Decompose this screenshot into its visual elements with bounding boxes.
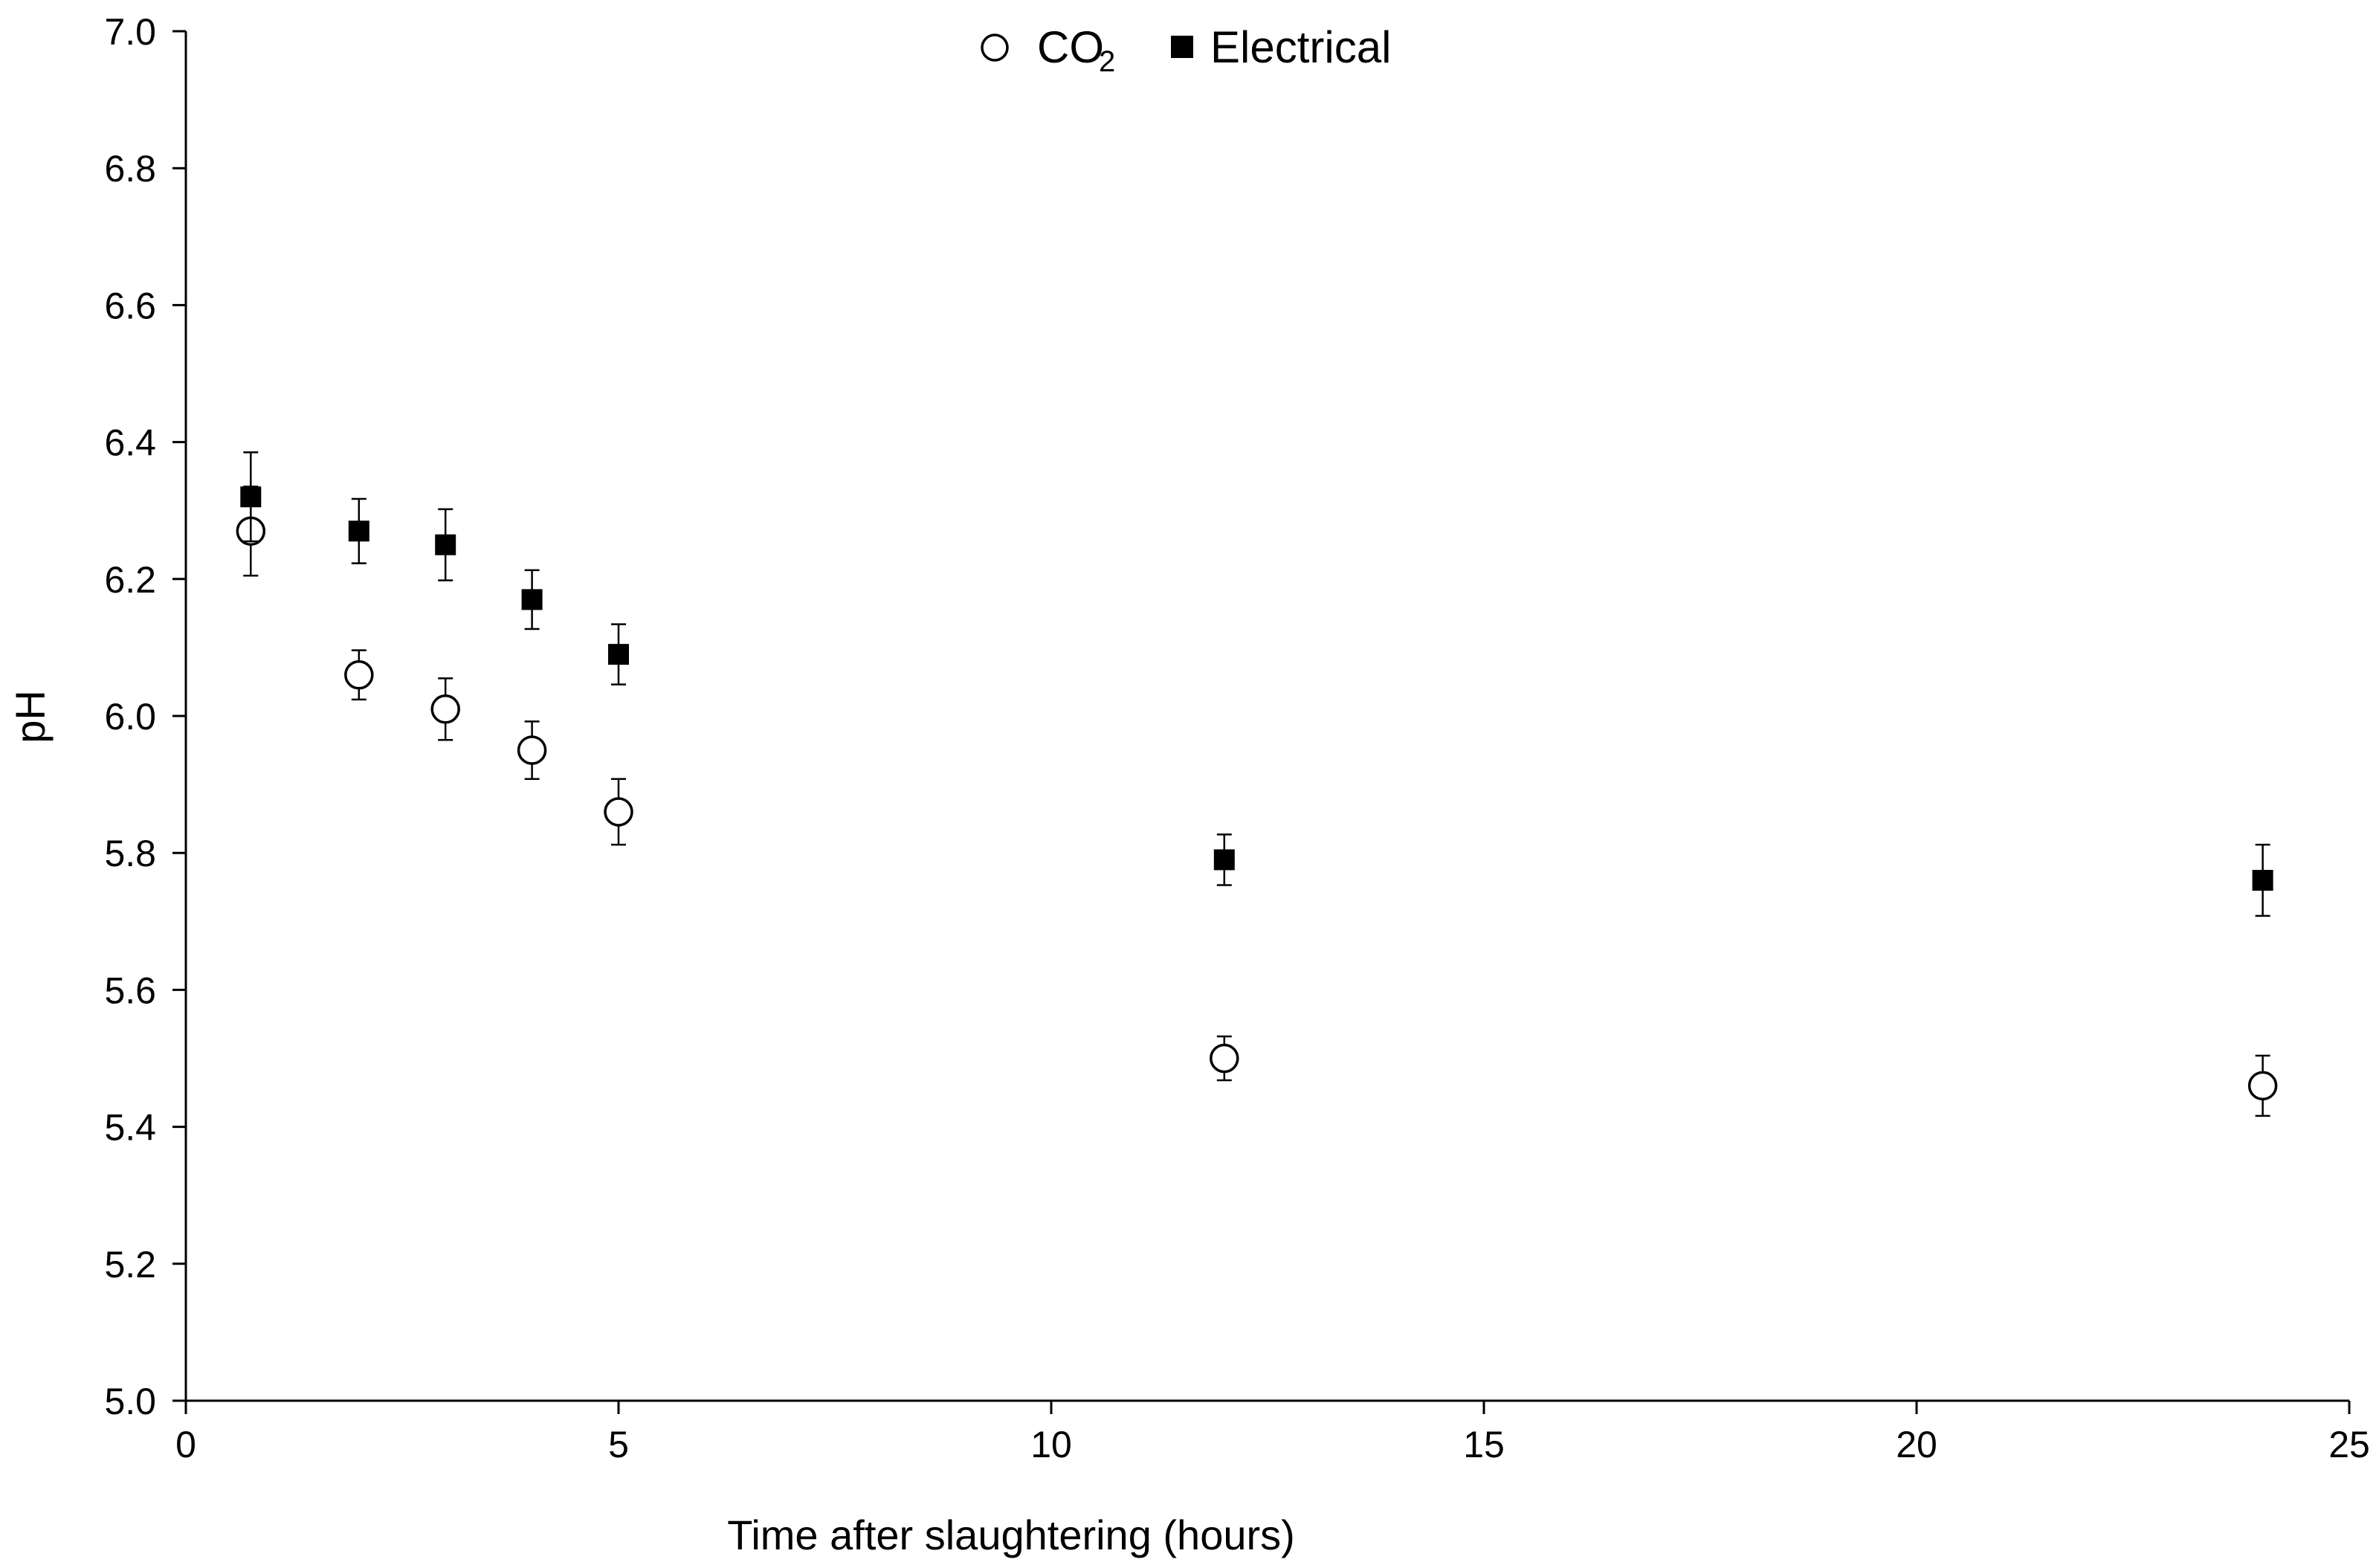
- y-tick-label: 6.2: [104, 559, 156, 601]
- data-point-electrical: [348, 520, 369, 542]
- x-axis-title: Time after slaughtering (hours): [727, 1511, 1295, 1558]
- x-tick-label: 10: [1030, 1424, 1072, 1465]
- y-tick-label: 5.2: [104, 1244, 156, 1285]
- x-tick-label: 25: [2328, 1424, 2370, 1465]
- x-tick-label: 15: [1463, 1424, 1505, 1465]
- y-tick-label: 5.6: [104, 969, 156, 1011]
- y-tick-label: 6.4: [104, 422, 156, 464]
- axes: [184, 31, 2349, 1402]
- legend-co2-marker: [981, 33, 1009, 62]
- data-point-electrical: [240, 486, 262, 508]
- series-co2: [236, 485, 2278, 1117]
- series-layer: [236, 451, 2278, 1117]
- data-point-co2: [1210, 1043, 1239, 1074]
- data-point-co2: [604, 797, 633, 827]
- y-tick-label: 6.0: [104, 696, 156, 738]
- data-point-co2: [344, 659, 374, 690]
- data-point-electrical: [608, 644, 629, 665]
- legend-electrical-label: Electrical: [1210, 22, 1391, 72]
- legend: CO 2 Electrical: [981, 22, 1391, 78]
- y-tick-label: 6.8: [104, 148, 156, 190]
- y-tick-label: 5.8: [104, 833, 156, 874]
- series-electrical: [240, 451, 2273, 917]
- data-point-electrical: [521, 589, 543, 610]
- data-point-co2: [2247, 1071, 2278, 1101]
- y-axis-title: pH: [7, 690, 54, 743]
- data-point-electrical: [435, 534, 456, 555]
- legend-electrical-marker: [1171, 36, 1193, 58]
- x-axis-ticks: 0 5 10 15 20 25: [175, 1401, 2370, 1465]
- data-point-electrical: [1213, 849, 1235, 871]
- data-point-electrical: [2252, 870, 2273, 891]
- x-tick-label: 5: [608, 1424, 629, 1465]
- legend-co2-label: CO: [1037, 22, 1104, 72]
- legend-co2-subscript: 2: [1099, 45, 1115, 78]
- y-tick-label: 5.0: [104, 1381, 156, 1422]
- data-point-co2: [430, 694, 460, 724]
- y-tick-label: 5.4: [104, 1107, 156, 1149]
- y-tick-label: 7.0: [104, 11, 156, 53]
- y-axis-ticks: 5.0 5.2 5.4 5.6 5.8 6.0 6.2 6.4 6.6 6.8 7.0: [104, 11, 186, 1422]
- data-point-co2: [517, 735, 547, 765]
- x-tick-label: 20: [1896, 1424, 1937, 1465]
- x-tick-label: 0: [175, 1424, 196, 1465]
- y-tick-label: 6.6: [104, 285, 156, 326]
